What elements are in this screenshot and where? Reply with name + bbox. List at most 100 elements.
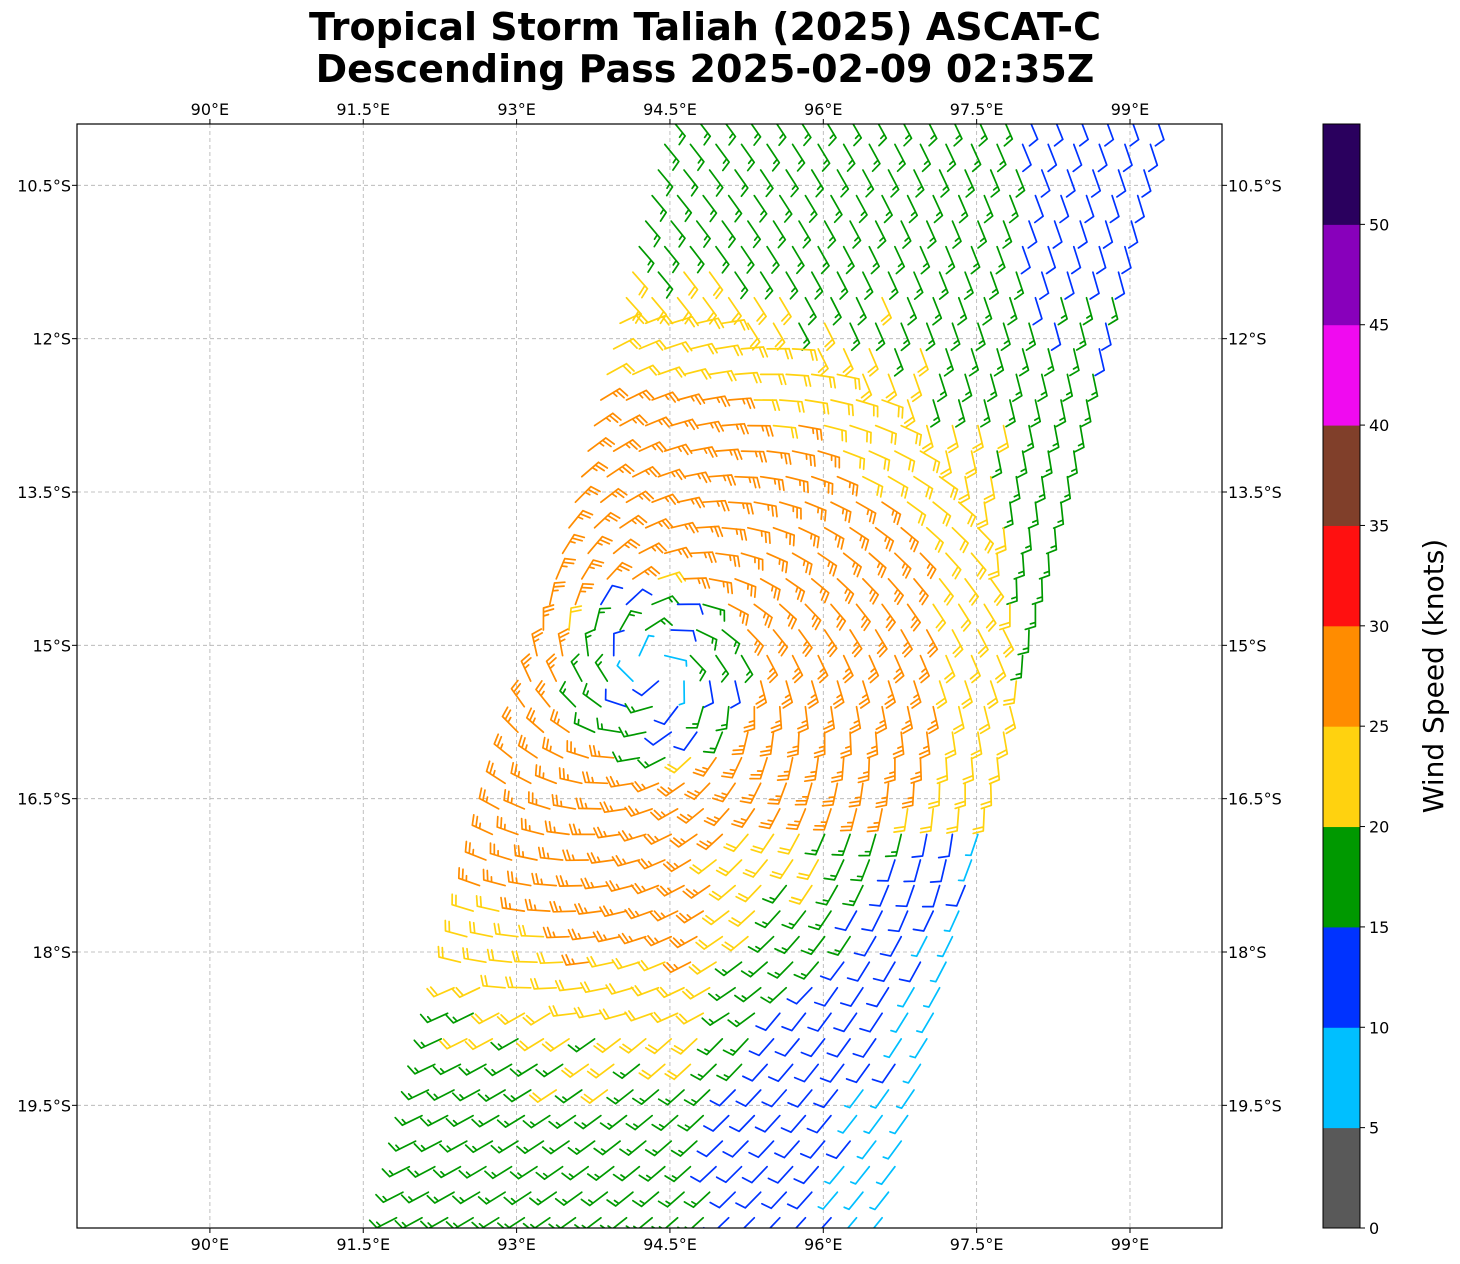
wind-barb — [1097, 143, 1108, 173]
wind-barb — [632, 271, 649, 299]
wind-barb — [983, 603, 997, 632]
wind-barb — [881, 603, 896, 632]
wind-barb — [780, 1114, 807, 1134]
wind-barb — [394, 1114, 423, 1127]
wind-barb — [715, 705, 730, 732]
wind-barb — [957, 859, 973, 882]
wind-barb — [982, 296, 993, 326]
wind-barb — [747, 935, 775, 953]
wind-barb — [612, 1165, 641, 1182]
wind-barb — [695, 935, 724, 950]
wind-barb — [793, 1063, 820, 1083]
wind-barb — [676, 194, 693, 223]
wind-barb — [833, 680, 845, 709]
colorbar-segment — [1323, 224, 1360, 326]
wind-barb — [1016, 450, 1028, 479]
wind-barb — [843, 1191, 864, 1211]
wind-barb — [485, 760, 506, 785]
wind-barb — [810, 578, 830, 604]
wind-barb — [728, 1216, 756, 1228]
wind-barb — [1005, 399, 1016, 428]
colorbar-tick-label: 35 — [1369, 516, 1389, 535]
wind-barb — [842, 552, 862, 578]
wind-barb — [761, 1089, 788, 1108]
wind-barb — [528, 1089, 558, 1103]
wind-barb — [950, 322, 961, 352]
wind-barb — [727, 603, 749, 626]
wind-barb — [855, 399, 879, 418]
wind-barb — [913, 475, 934, 500]
wind-barb — [1121, 245, 1132, 275]
wind-barb — [849, 526, 870, 551]
wind-barb — [676, 496, 706, 509]
wind-barb — [656, 986, 685, 999]
wind-barb — [961, 373, 973, 403]
wind-barb — [682, 884, 711, 899]
wind-barb — [721, 319, 750, 331]
wind-barb — [957, 296, 968, 326]
wind-barb — [813, 731, 826, 759]
wind-barb — [662, 859, 692, 873]
wind-barb — [996, 143, 1007, 173]
wind-barb — [964, 833, 979, 857]
wind-barb — [638, 339, 668, 351]
wind-barb — [689, 446, 718, 458]
wind-barb — [715, 448, 743, 461]
colorbar-tick-label: 25 — [1369, 717, 1389, 736]
wind-barb — [721, 756, 743, 779]
wind-barb — [983, 194, 994, 224]
wind-barb — [807, 1012, 832, 1032]
wind-barb — [932, 501, 952, 527]
wind-barb — [632, 1191, 660, 1208]
wind-barb — [630, 781, 660, 793]
wind-barb — [1033, 194, 1044, 224]
wind-barb — [702, 499, 730, 512]
wind-barb — [464, 1140, 494, 1154]
wind-barb — [683, 368, 712, 380]
wind-barb — [651, 194, 668, 222]
wind-barb — [561, 1063, 590, 1078]
wind-barb — [1013, 552, 1025, 580]
wind-barb — [1015, 169, 1026, 198]
wind-barb — [689, 654, 707, 682]
wind-barb — [651, 391, 680, 403]
wind-barb — [1007, 296, 1018, 326]
wind-barb — [555, 557, 577, 580]
wind-barb — [725, 124, 737, 146]
wind-barb — [767, 1165, 794, 1184]
wind-barb — [946, 808, 960, 834]
wind-barb — [537, 846, 564, 861]
wind-barb — [932, 296, 943, 326]
wind-barb — [925, 220, 937, 249]
wind-barb — [637, 858, 666, 870]
wind-barb — [767, 782, 788, 805]
wind-barb — [842, 143, 856, 172]
wind-barb — [638, 245, 655, 273]
wind-barb — [644, 617, 673, 631]
wind-barb — [702, 1216, 730, 1228]
wind-barb — [579, 981, 609, 994]
wind-barb — [727, 194, 743, 223]
wind-barb — [573, 711, 596, 734]
wind-barb — [869, 1191, 890, 1211]
wind-barb — [625, 588, 653, 606]
wind-barb — [791, 348, 818, 362]
wind-barb — [1064, 271, 1075, 300]
lat-tick-label-right: 19.5°S — [1228, 1096, 1282, 1115]
wind-barb — [999, 603, 1011, 631]
wind-barb — [715, 654, 730, 683]
wind-barb — [919, 808, 935, 834]
wind-barb — [624, 1010, 653, 1022]
wind-barb — [586, 955, 615, 968]
wind-barb — [708, 271, 724, 300]
wind-barb — [962, 756, 975, 785]
wind-barb — [670, 1140, 698, 1157]
wind-barb — [778, 501, 802, 520]
wind-barb — [1116, 169, 1127, 198]
wind-barb — [638, 1165, 666, 1182]
wind-barb — [695, 220, 711, 248]
wind-barb — [548, 1005, 577, 1017]
wind-barb — [817, 450, 841, 469]
wind-barb — [964, 578, 980, 606]
